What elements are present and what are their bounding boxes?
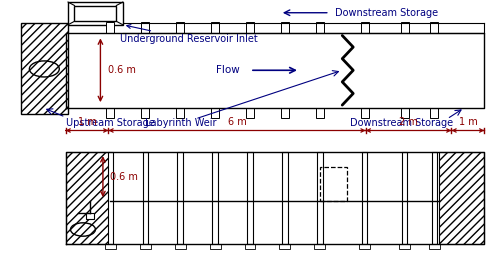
Bar [360, 22, 368, 33]
Bar [210, 244, 220, 249]
Bar [317, 152, 322, 244]
Bar [248, 152, 252, 244]
Bar [281, 22, 289, 33]
Bar [246, 108, 254, 118]
Bar [440, 152, 484, 244]
Bar [400, 108, 408, 118]
Text: 1 m: 1 m [458, 117, 477, 127]
Bar [360, 108, 368, 118]
Bar [106, 108, 114, 118]
Text: 0.6 m: 0.6 m [110, 172, 138, 182]
Bar [66, 152, 110, 244]
Bar [280, 244, 290, 249]
Text: 1 m: 1 m [78, 117, 96, 127]
Bar [142, 108, 150, 118]
Bar [244, 244, 256, 249]
Bar [362, 152, 368, 244]
Bar [142, 22, 150, 33]
Text: Flow: Flow [216, 65, 240, 75]
Bar [106, 22, 114, 33]
Bar [68, 2, 123, 25]
Bar [399, 244, 410, 249]
Bar [108, 152, 113, 244]
Bar [105, 244, 116, 249]
Text: Downstream Storage: Downstream Storage [335, 8, 438, 18]
Text: 0.6 m: 0.6 m [108, 65, 136, 75]
Bar [74, 5, 116, 21]
Text: Downstream Storage: Downstream Storage [350, 118, 453, 128]
Text: 6 m: 6 m [228, 117, 246, 127]
Text: Upstream Storage: Upstream Storage [66, 118, 154, 128]
Text: 2 m: 2 m [399, 117, 418, 127]
Bar [246, 22, 254, 33]
Bar [432, 152, 437, 244]
Bar [176, 108, 184, 118]
Bar [212, 152, 218, 244]
Bar [20, 23, 68, 114]
Bar [400, 22, 408, 33]
Bar [429, 244, 440, 249]
Bar [211, 22, 219, 33]
Bar [176, 22, 184, 33]
Text: Underground Reservoir Inlet: Underground Reservoir Inlet [120, 24, 258, 44]
Bar [402, 152, 407, 244]
Bar [316, 22, 324, 33]
Bar [142, 152, 148, 244]
Bar [282, 152, 288, 244]
Bar [178, 152, 183, 244]
Bar [211, 108, 219, 118]
Bar [320, 167, 347, 201]
Bar [316, 108, 324, 118]
Bar [359, 244, 370, 249]
Bar [314, 244, 326, 249]
Bar [174, 244, 186, 249]
Text: Labyrinth Weir: Labyrinth Weir [146, 118, 217, 128]
Bar [430, 108, 438, 118]
Bar [140, 244, 151, 249]
Bar [430, 22, 438, 33]
Bar [281, 108, 289, 118]
Bar [86, 213, 94, 219]
